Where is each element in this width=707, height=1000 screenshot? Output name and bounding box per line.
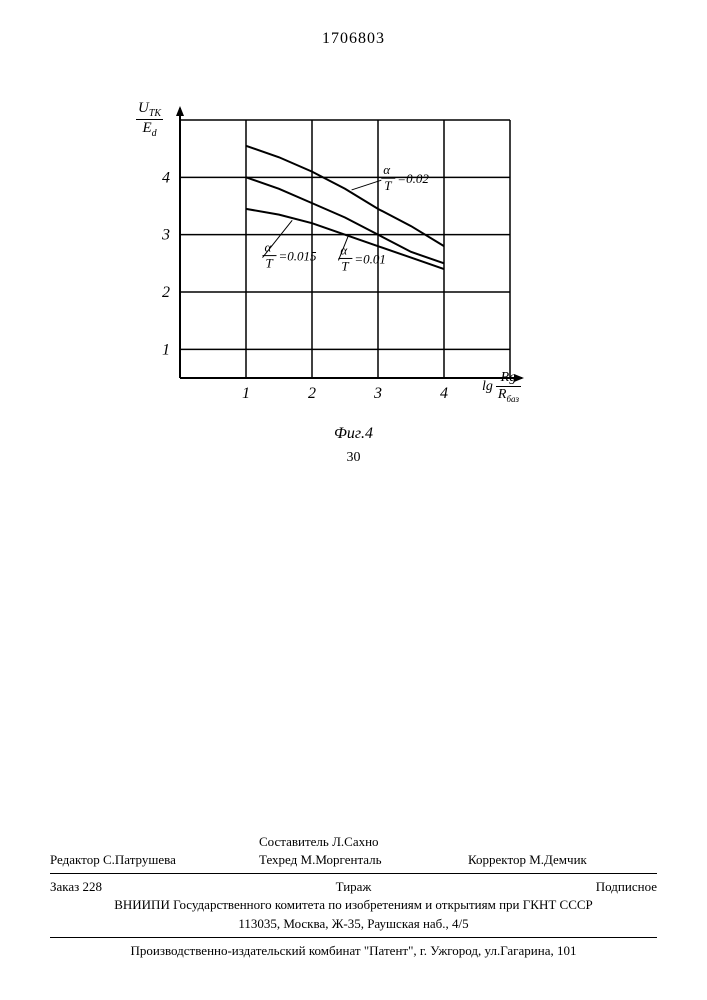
order-number: Заказ 228: [50, 878, 239, 896]
figure-caption: Фиг.4: [0, 425, 707, 443]
svg-text:=0.01: =0.01: [354, 251, 386, 266]
svg-text:α: α: [340, 242, 348, 257]
subscription: Подписное: [468, 878, 657, 896]
svg-text:2: 2: [308, 385, 316, 402]
address-line: 113035, Москва, Ж-35, Раушская наб., 4/5: [50, 915, 657, 933]
divider-1: [50, 873, 657, 874]
document-number: 1706803: [0, 30, 707, 48]
svg-text:4: 4: [162, 169, 170, 186]
svg-text:T: T: [266, 256, 274, 271]
svg-text:α: α: [265, 240, 273, 255]
print-run: Тираж: [259, 878, 448, 896]
svg-text:1: 1: [242, 385, 250, 402]
svg-text:=0.02: =0.02: [397, 171, 429, 186]
composer-label: [50, 833, 239, 851]
divider-2: [50, 937, 657, 938]
svg-text:T: T: [384, 178, 392, 193]
imprint-block: Составитель Л.Сахно Редактор С.Патрушева…: [50, 833, 657, 960]
editor-name: Редактор С.Патрушева: [50, 851, 239, 869]
corrector-name: Корректор М.Демчик: [468, 851, 657, 869]
committee-line: ВНИИПИ Государственного комитета по изоб…: [50, 896, 657, 914]
svg-text:4: 4: [440, 385, 448, 402]
techred-name: Техред М.Моргенталь: [259, 851, 448, 869]
figure-4-chart: 12341234αT=0.02αT=0.015αT=0.01 UTK Ed lg…: [130, 90, 550, 430]
imprint-spacer: [468, 833, 657, 851]
imprint-row-2: Редактор С.Патрушева Техред М.Моргенталь…: [50, 851, 657, 869]
imprint-row-3: Заказ 228 Тираж Подписное: [50, 878, 657, 896]
svg-text:=0.015: =0.015: [279, 249, 318, 264]
y-axis-label: UTK Ed: [136, 100, 163, 139]
page-number: 30: [0, 450, 707, 466]
svg-text:α: α: [383, 162, 391, 177]
svg-text:3: 3: [373, 385, 382, 402]
svg-text:3: 3: [161, 227, 170, 244]
svg-text:2: 2: [162, 284, 170, 301]
imprint-row-1: Составитель Л.Сахно: [50, 833, 657, 851]
svg-text:1: 1: [162, 341, 170, 358]
svg-text:T: T: [341, 258, 349, 273]
x-axis-label: lg Rg Rбаз: [482, 370, 521, 404]
publisher-line: Производственно-издательский комбинат "П…: [50, 942, 657, 960]
composer-name: Составитель Л.Сахно: [259, 833, 448, 851]
